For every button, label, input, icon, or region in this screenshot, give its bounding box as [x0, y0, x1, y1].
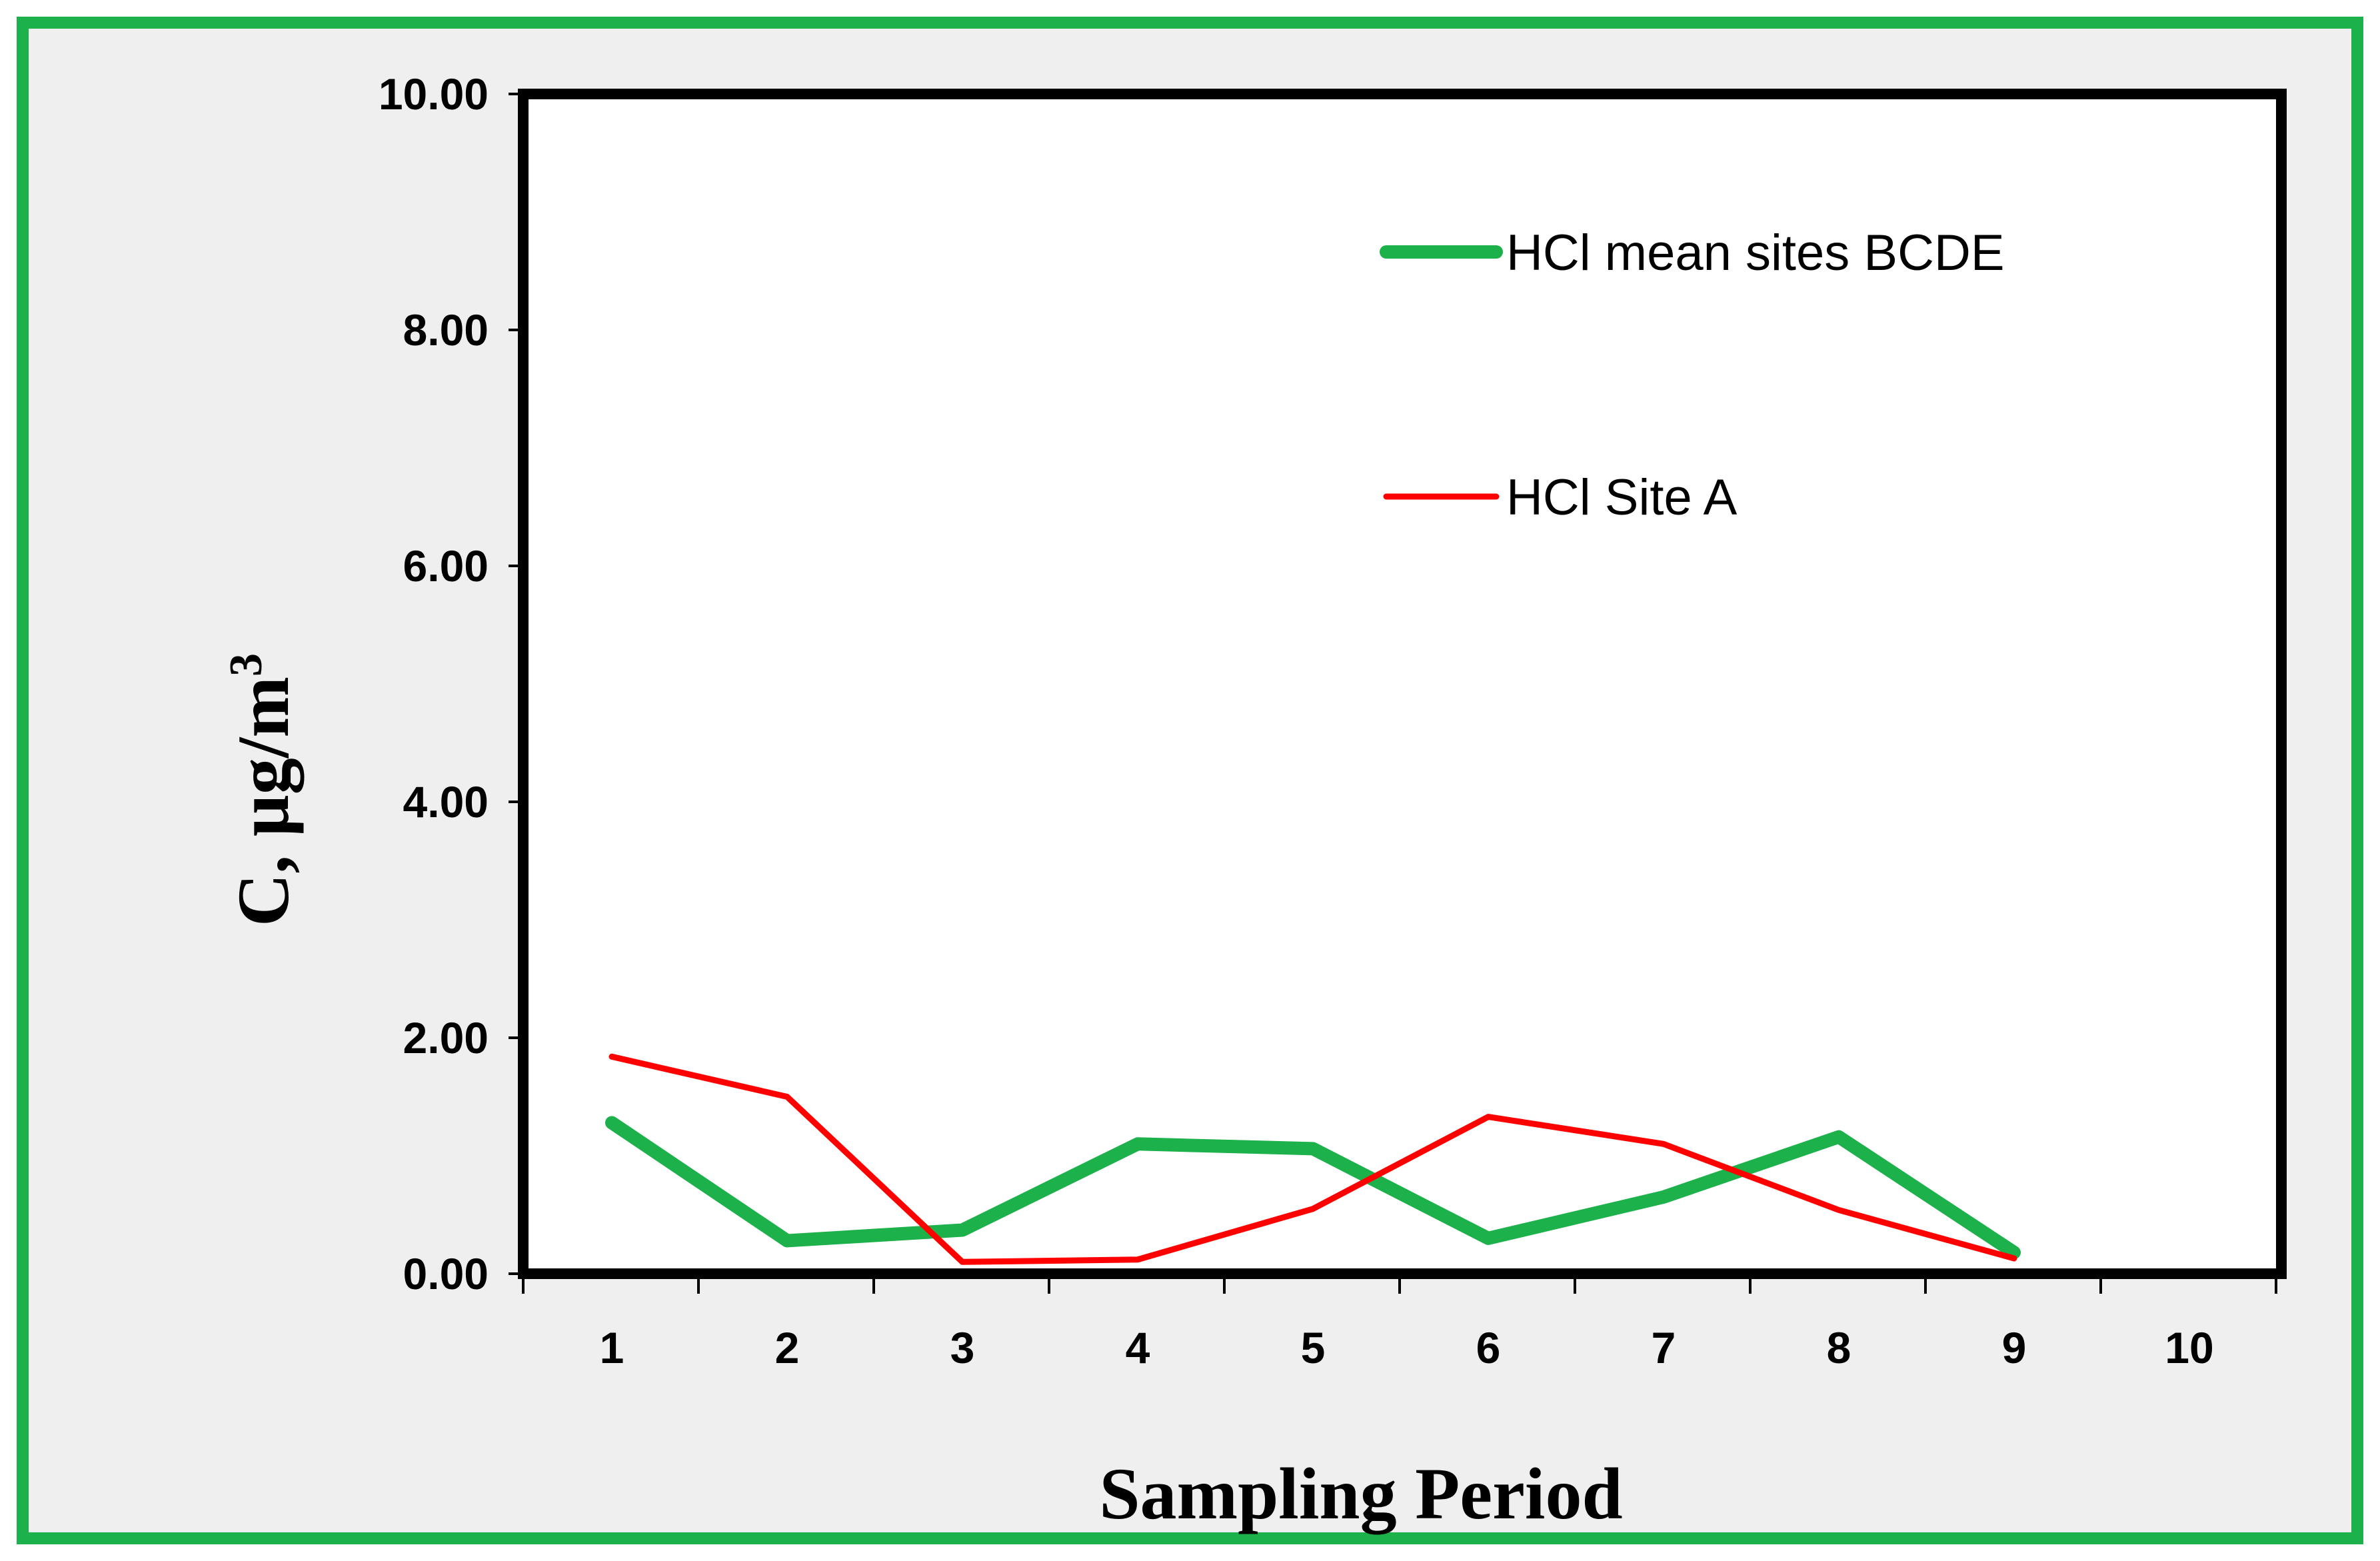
y-tick-label: 10.00 [379, 69, 489, 119]
x-tick-label: 2 [775, 1323, 800, 1372]
y-tick-label: 6.00 [403, 541, 489, 591]
x-axis-ticks: 1 2 3 4 5 6 7 8 9 10 [522, 1274, 2277, 1372]
y-tick-label: 2.00 [403, 1013, 489, 1062]
y-tick-label: 4.00 [403, 777, 489, 826]
y-axis-title-superscript: 3 [221, 653, 272, 677]
series-line-1 [605, 1116, 2021, 1260]
x-tick-label: 9 [2002, 1323, 2027, 1372]
x-tick-label: 3 [950, 1323, 975, 1372]
y-axis-title-text: C, µg/m [223, 677, 304, 926]
legend-label: HCl mean sites BCDE [1506, 225, 2005, 281]
y-tick-label: 0.00 [403, 1249, 489, 1298]
series-lines [605, 1053, 2021, 1265]
x-tick-label: 7 [1652, 1323, 1676, 1372]
x-tick-label: 5 [1301, 1323, 1326, 1372]
x-tick-label: 1 [600, 1323, 624, 1372]
y-axis-ticks: 0.00 2.00 4.00 6.00 8.00 10.00 [379, 69, 523, 1298]
series-line-2 [608, 1053, 2017, 1265]
x-tick-label: 10 [2165, 1323, 2213, 1372]
legend: HCl mean sites BCDE HCl Site A [1380, 225, 2005, 526]
legend-label: HCl Site A [1506, 469, 1738, 526]
x-tick-label: 4 [1126, 1323, 1150, 1372]
y-axis-title: C, µg/m3 [221, 653, 304, 926]
y-tick-label: 8.00 [403, 305, 489, 355]
x-axis-title: Sampling Period [1099, 1453, 1622, 1534]
x-tick-label: 6 [1476, 1323, 1501, 1372]
x-tick-label: 8 [1827, 1323, 1851, 1372]
plot-area [518, 89, 2287, 1279]
